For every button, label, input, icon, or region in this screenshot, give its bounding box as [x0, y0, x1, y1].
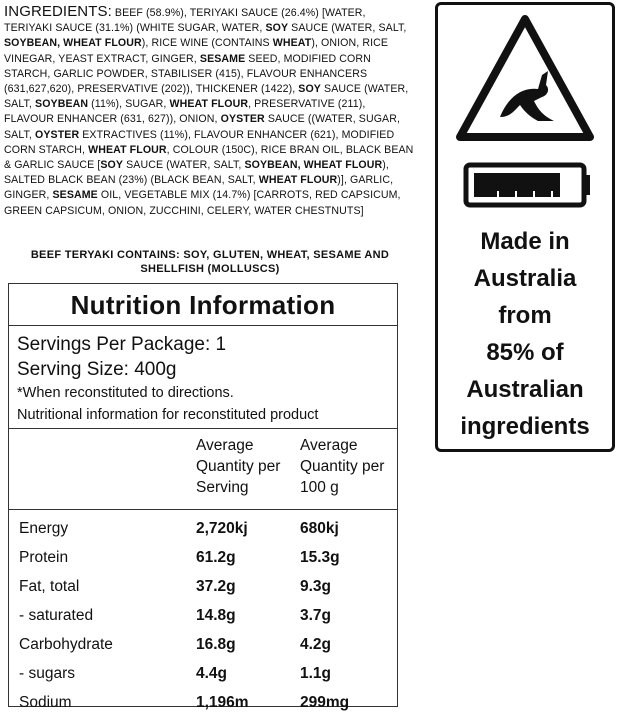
nutrition-title: Nutrition Information	[70, 290, 336, 320]
nutrient-name: - sugars	[19, 665, 75, 682]
table-header: Average Quantity per Serving Average Qua…	[9, 429, 397, 509]
nutrient-value: 680kj	[300, 520, 339, 537]
allergen-text: WHEAT FLOUR	[258, 174, 338, 187]
allergen-text: OYSTER	[35, 128, 80, 141]
servings-per-package: Servings Per Package: 1	[17, 334, 227, 355]
nutrient-value: 3.7g	[300, 607, 332, 624]
triangle	[456, 15, 594, 141]
ingredient-text: OIL, VEGETABLE MIX (14.7%) [CARROTS, RED…	[4, 189, 401, 217]
allergen-text: SOY	[100, 159, 124, 172]
allergen-text: OYSTER	[220, 113, 265, 126]
nutrient-value: 4.4g	[196, 665, 228, 682]
nutrient-value: 1,196m	[196, 694, 249, 711]
ingredient-text: SAUCE ((WATER, SUGAR, SALT,	[4, 113, 400, 141]
origin-logo	[456, 15, 594, 208]
ingredient-text: BEEF (58.9%), TERIYAKI SAUCE (26.4%) [WA…	[4, 7, 366, 35]
kangaroo	[500, 71, 554, 121]
origin-line: Australian	[466, 376, 584, 403]
nutrient-name: Carbohydrate	[19, 636, 113, 653]
allergen-text: WHEAT FLOUR	[169, 98, 249, 111]
nutrient-value: 2,720kj	[196, 520, 248, 537]
note: *When reconstituted to directions.	[17, 385, 234, 401]
nutrient-name: Protein	[19, 549, 69, 566]
allergen-text: WHEAT FLOUR	[88, 143, 167, 156]
nutrient-row: Carbohydrate 16.8g 4.2g	[9, 631, 397, 660]
allergen-text: SOYBEAN	[35, 98, 89, 111]
ingredient-text: SEED, MODIFIED CORN STARCH, GARLIC POWDE…	[4, 52, 371, 96]
nutrient-value: 4.2g	[300, 636, 332, 653]
ingredient-text: ), ONION, RICE VINEGAR, YEAST EXTRACT, G…	[4, 37, 389, 65]
nutrient-row: Fat, total 37.2g 9.3g	[9, 573, 397, 602]
nutrient-value: 14.8g	[196, 607, 236, 624]
nutrient-name: Sodium	[19, 694, 72, 711]
nutrient-row: - saturated 14.8g 3.7g	[9, 602, 397, 631]
allergen-text: WHEAT	[272, 37, 312, 50]
nutrient-name: Fat, total	[19, 578, 80, 595]
nutrition-panel: Nutrition Information Servings Per Packa…	[8, 283, 398, 711]
origin-line: from	[498, 302, 552, 329]
column-header: Average Quantity per Serving	[196, 437, 281, 496]
allergen-text: SESAME	[199, 52, 246, 65]
nutrient-value: 37.2g	[196, 578, 236, 595]
nutrient-value: 61.2g	[196, 549, 236, 566]
ingredient-text: )], GARLIC, GINGER,	[4, 174, 394, 202]
battery-tip	[584, 175, 590, 195]
nutrient-value: 15.3g	[300, 549, 340, 566]
origin-line: Made in	[480, 228, 570, 255]
nutrient-name: - saturated	[19, 607, 94, 624]
ingredient-text: SAUCE (WATER, SALT,	[288, 22, 407, 35]
nutrient-row: Sodium 1,196m 299mg	[9, 689, 397, 718]
nutrient-row: - sugars 4.4g 1.1g	[9, 660, 397, 689]
nutrient-row: Protein 61.2g 15.3g	[9, 544, 397, 573]
nutrient-row: Energy 2,720kj 680kj	[9, 515, 397, 544]
ingredients: INGREDIENTS: BEEF (58.9%), TERIYAKI SAUC…	[4, 4, 416, 219]
nutrient-value: 1.1g	[300, 665, 332, 682]
origin-line: 85% of	[486, 339, 564, 366]
nutrient-name: Energy	[19, 520, 69, 537]
origin-label: Made in Australia from 85% of Australian ingr…	[435, 2, 615, 452]
allergen-text: SESAME	[52, 189, 98, 202]
origin-line: ingredients	[460, 413, 590, 440]
table-body: Energy 2,720kj 680kj Protein 61.2g 15.3g Fat, …	[9, 515, 397, 718]
ingredient-text: SAUCE (WATER, SALT,	[4, 83, 409, 111]
allergen-text: SOY	[298, 83, 321, 96]
column-header: Average Quantity per 100 g	[300, 437, 385, 496]
ingredient-text: (11%), SUGAR,	[88, 98, 170, 111]
ingredient-text: SAUCE (WATER, SALT,	[123, 159, 245, 172]
ingredient-text: , PRESERVATIVE (211), FLAVOUR ENHANCER (…	[4, 98, 366, 126]
ingredient-text: ), RICE WINE (CONTAINS	[141, 37, 273, 50]
allergen-text: SOY	[265, 22, 289, 35]
nutrient-value: 299mg	[300, 694, 350, 711]
basis: Nutritional information for reconstitute…	[17, 407, 319, 423]
ingredient-text: , COLOUR (150C), RICE BRAN OIL, BLACK BE…	[4, 143, 414, 172]
nutrient-value: 9.3g	[300, 578, 332, 595]
origin-line: Australia	[473, 265, 577, 292]
allergen-text: SOYBEAN, WHEAT FLOUR	[4, 37, 142, 50]
ingredient-text: ), SALTED BLACK BEAN (23%) (BLACK BEAN, …	[4, 159, 389, 187]
serving-size: Serving Size: 400g	[17, 359, 177, 380]
allergen-statement: BEEF TERYAKI CONTAINS: SOY, GLUTEN, WHEA…	[30, 249, 390, 275]
battery-ticks	[497, 191, 553, 197]
ingredients-label: INGREDIENTS:	[4, 3, 112, 20]
ingredient-text: EXTRACTIVES (11%), FLAVOUR ENHANCER (621…	[4, 128, 395, 156]
allergen-text: SOYBEAN, WHEAT FLOUR	[244, 159, 383, 172]
nutrient-value: 16.8g	[196, 636, 236, 653]
origin-text: Made in Australia from 85% of Australian ingr…	[438, 223, 612, 445]
